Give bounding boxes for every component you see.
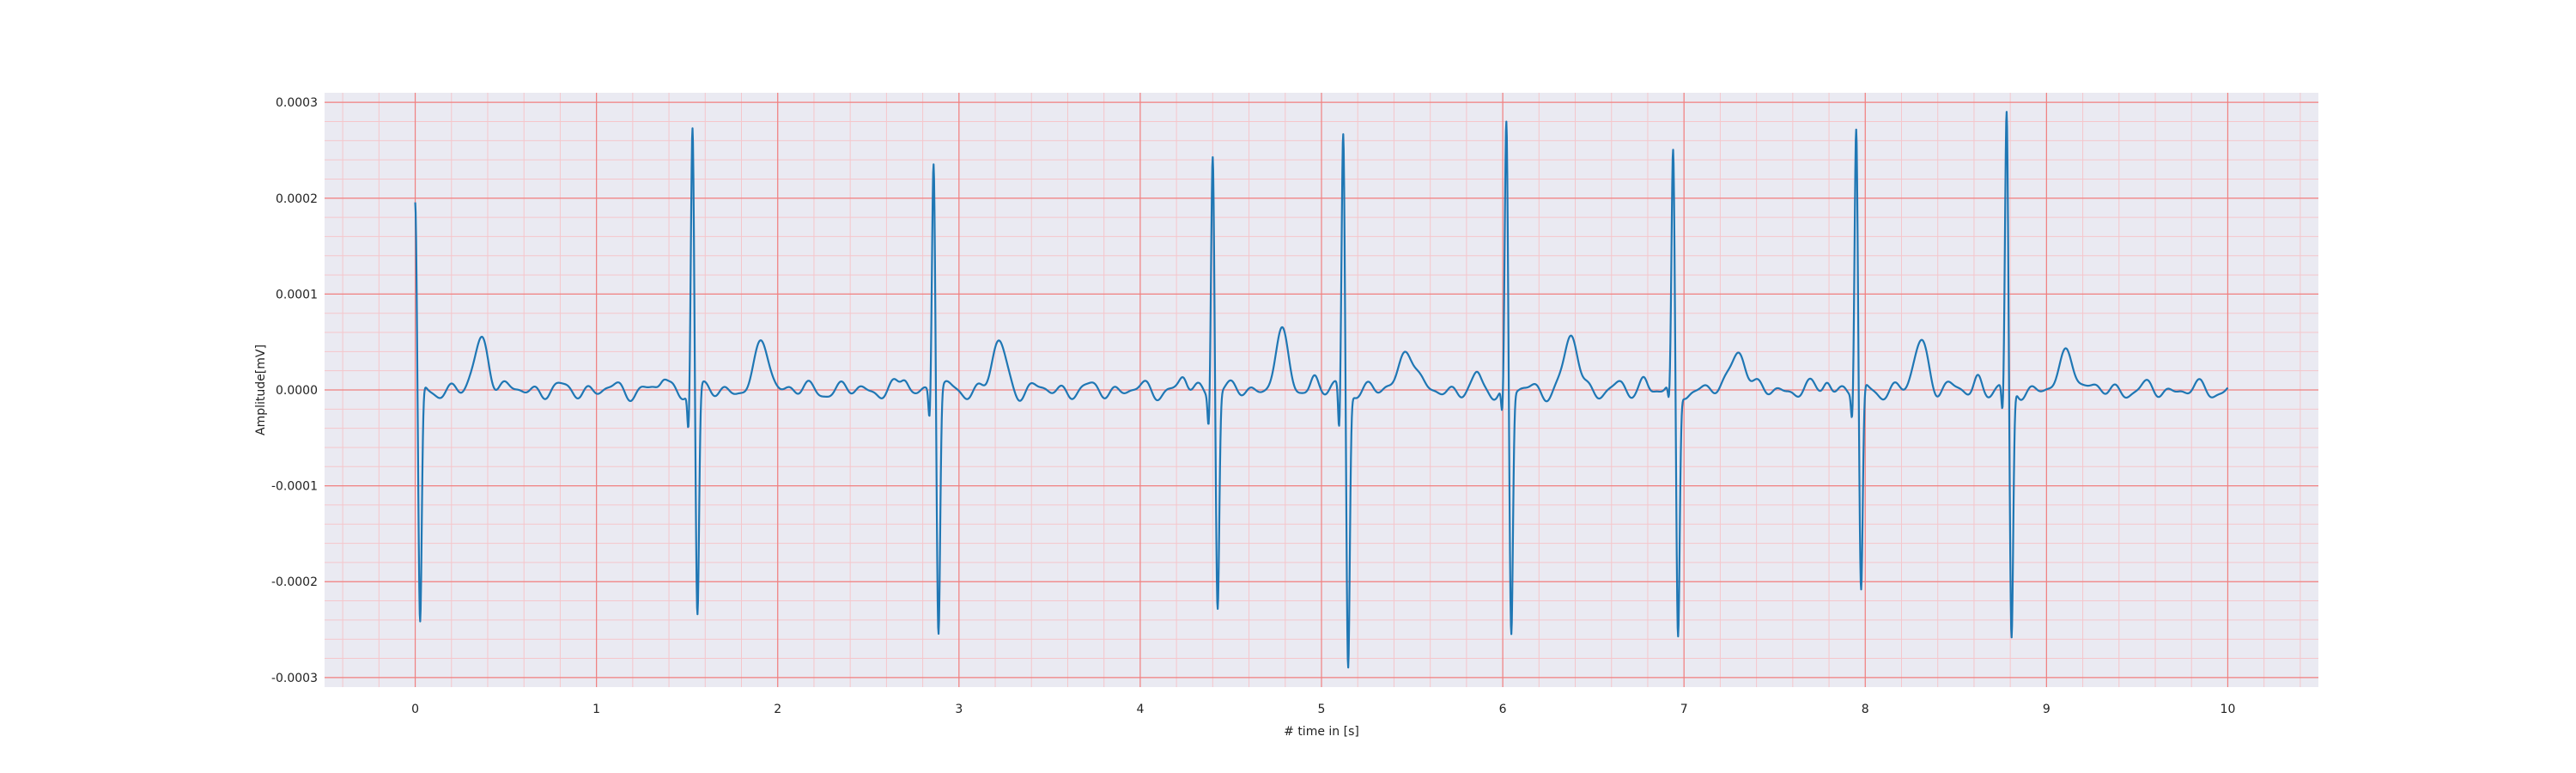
x-tick-label: 10 (2221, 703, 2236, 716)
y-tick-label: 0.0001 (276, 288, 318, 301)
series-layer (414, 111, 2229, 669)
y-axis-label: Amplitude[mV] (254, 344, 268, 435)
x-tick-label: 5 (1318, 703, 1326, 716)
x-tick-label: 9 (2043, 703, 2050, 716)
ecg-series-line (414, 111, 2229, 669)
y-tick-label: -0.0003 (271, 672, 318, 685)
y-tick-label: -0.0001 (271, 480, 318, 494)
x-tick-label: 4 (1136, 703, 1144, 716)
x-tick-label: 1 (592, 703, 600, 716)
y-tick-labels: 0.0003 0.0002 0.0001 0.0000 -0.0001 -0.0002 -0… (271, 96, 318, 685)
y-tick-label: 0.0003 (276, 96, 318, 110)
y-tick-label: 0.0002 (276, 192, 318, 206)
x-tick-label: 7 (1680, 703, 1688, 716)
y-tick-label: 0.0000 (276, 384, 318, 398)
x-tick-label: 8 (1862, 703, 1869, 716)
x-tick-label: 0 (411, 703, 419, 716)
x-tick-label: 6 (1499, 703, 1507, 716)
y-tick-label: -0.0002 (271, 575, 318, 589)
x-axis-label: # time in [s] (1284, 725, 1359, 739)
major-grid (325, 93, 2318, 687)
x-tick-label: 2 (774, 703, 781, 716)
x-tick-labels: 0 1 2 3 4 5 6 7 8 9 10 (411, 703, 2235, 716)
x-tick-label: 3 (955, 703, 963, 716)
